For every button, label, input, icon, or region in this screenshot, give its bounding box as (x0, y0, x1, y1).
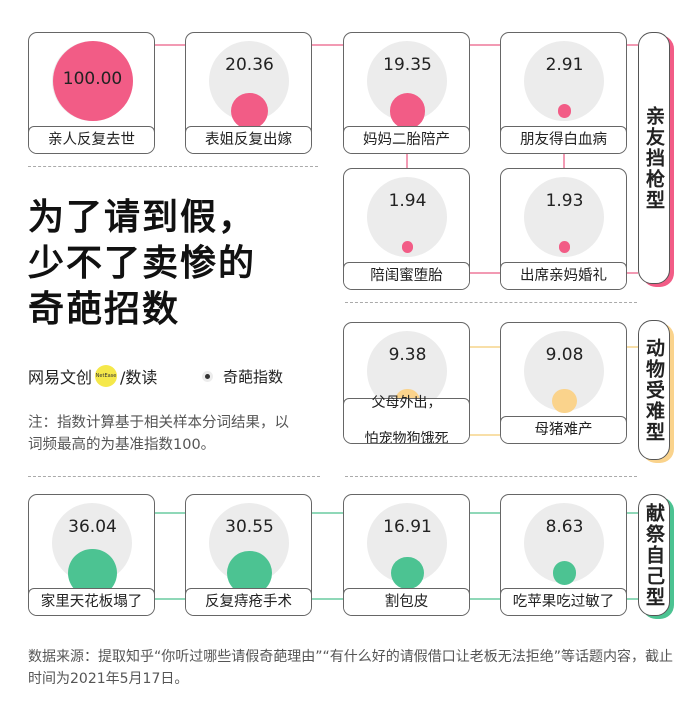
connector-line (563, 154, 565, 168)
legend: 奇葩指数 (202, 366, 283, 387)
divider (345, 302, 637, 303)
chart-card: 20.36 表姐反复出嫁 (185, 32, 312, 154)
value-label: 1.94 (388, 191, 427, 211)
connector-line (627, 512, 638, 514)
connector-line (155, 598, 185, 600)
value-bubble (558, 241, 571, 253)
connector-line (627, 598, 638, 600)
method-note: 注：指数计算基于相关样本分词结果，以词频最高的为基准指数100。 (28, 415, 289, 453)
item-label: 家里天花板塌了 (29, 588, 154, 615)
logo-mark-icon: NetEase (95, 365, 118, 387)
chart-card: 9.08 母猪难产 (500, 322, 627, 444)
divider (345, 476, 637, 477)
chart-card: 9.38 父母外出， 怕宠物狗饿死 (343, 322, 470, 444)
connector-line (470, 598, 500, 600)
value-label: 30.55 (225, 517, 274, 537)
item-label: 割包皮 (344, 588, 469, 615)
value-label: 16.91 (383, 517, 432, 537)
item-label: 朋友得白血病 (501, 126, 626, 153)
value-label: 36.04 (68, 517, 117, 537)
item-label: 吃苹果吃过敏了 (501, 588, 626, 615)
connector-line (627, 272, 638, 274)
group-tag: 亲友挡枪型 (638, 32, 670, 284)
connector-line (312, 598, 343, 600)
item-label: 父母外出， 怕宠物狗饿死 (344, 395, 469, 444)
item-label: 亲人反复去世 (29, 126, 154, 153)
connector-line (312, 44, 343, 46)
chart-card: 30.55 反复痔疮手术 (185, 494, 312, 616)
connector-line (470, 346, 500, 348)
group-tag: 动物受难型 (638, 320, 670, 460)
chart-card: 36.04 家里天花板塌了 (28, 494, 155, 616)
data-source: 数据来源：提取知乎“你听过哪些请假奇葩理由”“有什么好的请假借口让老板无法拒绝”… (28, 649, 674, 687)
value-label: 9.08 (545, 345, 584, 365)
connector-line (155, 44, 185, 46)
value-label: 100.00 (62, 69, 123, 89)
value-label: 19.35 (383, 55, 432, 75)
netease-logo: 网易文创 NetEase /数读 (28, 364, 157, 388)
value-bubble (401, 241, 414, 253)
chart-card: 1.94 陪闺蜜堕胎 (343, 168, 470, 290)
value-label: 1.93 (545, 191, 584, 211)
value-label: 20.36 (225, 55, 274, 75)
chart-card: 19.35 妈妈二胎陪产 (343, 32, 470, 154)
connector-line (470, 512, 500, 514)
connector-line (470, 44, 500, 46)
divider (28, 476, 320, 477)
chart-card: 16.91 割包皮 (343, 494, 470, 616)
value-bubble (52, 41, 133, 121)
title-line-3: 奇葩招数 (28, 289, 181, 330)
group-tag: 献祭自己型 (638, 494, 670, 616)
chart-card: 1.93 出席亲妈婚礼 (500, 168, 627, 290)
logo-brand: 网易文创 (28, 368, 93, 387)
value-bubble (552, 388, 577, 414)
connector-line (312, 512, 343, 514)
logo-sub: /数读 (120, 368, 158, 387)
item-label: 表姐反复出嫁 (186, 126, 311, 153)
value-label: 2.91 (545, 55, 584, 75)
item-label: 出席亲妈婚礼 (501, 262, 626, 289)
connector-line (155, 512, 185, 514)
item-label-line: 父母外出， (371, 395, 442, 411)
value-bubble (552, 561, 577, 585)
value-bubble (389, 93, 426, 129)
item-label-line: 怕宠物狗饿死 (364, 431, 449, 444)
value-label: 9.38 (388, 345, 427, 365)
legend-bubble-icon (202, 371, 213, 382)
item-label: 妈妈二胎陪产 (344, 126, 469, 153)
chart-card: 100.00 亲人反复去世 (28, 32, 155, 154)
connector-line (470, 434, 500, 436)
value-bubble (557, 104, 572, 118)
item-label: 反复痔疮手术 (186, 588, 311, 615)
connector-line (627, 44, 638, 46)
connector-line (406, 154, 408, 168)
divider (28, 166, 318, 167)
item-label: 母猪难产 (501, 416, 626, 443)
connector-line (470, 272, 500, 274)
title-line-1: 为了请到假， (28, 197, 257, 238)
legend-label: 奇葩指数 (223, 368, 284, 386)
item-label: 陪闺蜜堕胎 (344, 262, 469, 289)
value-bubble (227, 550, 272, 596)
value-bubble (391, 556, 424, 590)
connector-line (627, 346, 638, 348)
chart-card: 8.63 吃苹果吃过敏了 (500, 494, 627, 616)
value-label: 8.63 (545, 517, 584, 537)
value-bubble (231, 92, 268, 130)
chart-card: 2.91 朋友得白血病 (500, 32, 627, 154)
title-line-2: 少不了卖惨的 (28, 243, 257, 284)
